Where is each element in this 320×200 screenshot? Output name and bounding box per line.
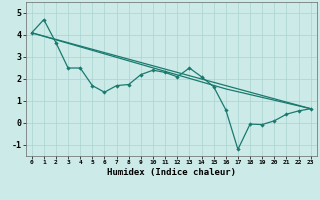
X-axis label: Humidex (Indice chaleur): Humidex (Indice chaleur): [107, 168, 236, 177]
